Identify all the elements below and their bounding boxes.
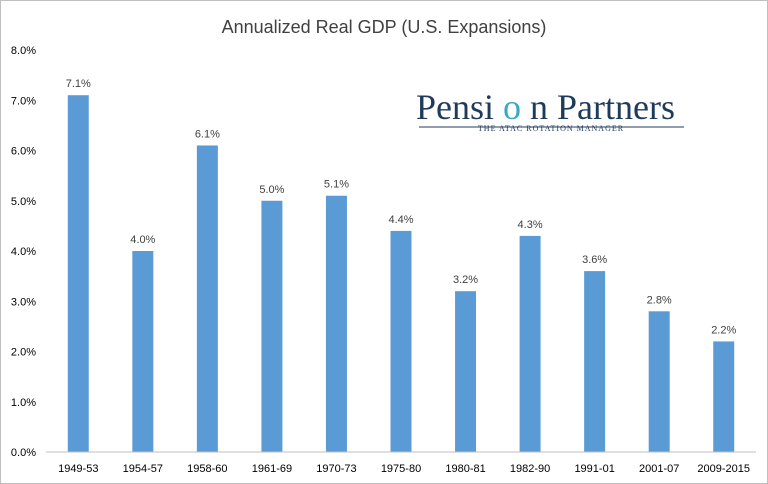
logo-wordmark: Pensi o n Partners — [416, 87, 675, 127]
data-label: 4.0% — [130, 234, 155, 246]
data-label: 3.2% — [453, 274, 478, 286]
data-label: 6.1% — [195, 128, 220, 140]
logo-tagline: THE ATAC ROTATION MANAGER — [478, 124, 624, 133]
y-tick-label: 5.0% — [11, 196, 36, 208]
x-tick-label: 2001-07 — [639, 463, 679, 475]
data-label: 5.0% — [259, 184, 284, 196]
y-axis: 0.0% 1.0% 2.0% 3.0% 4.0% 5.0% 6.0% 7.0% 8.0% — [11, 45, 36, 459]
data-label: 4.4% — [388, 214, 413, 226]
bars — [67, 95, 735, 452]
x-tick-label: 1958-60 — [187, 463, 227, 475]
data-label: 2.8% — [647, 294, 672, 306]
x-tick-label: 1954-57 — [123, 463, 163, 475]
bar — [196, 145, 218, 452]
bar — [519, 235, 541, 452]
y-tick-label: 1.0% — [11, 397, 36, 409]
bar — [67, 95, 89, 452]
x-tick-label: 1949-53 — [58, 463, 98, 475]
y-tick-label: 7.0% — [11, 95, 36, 107]
x-tick-label: 1991-01 — [574, 463, 614, 475]
y-tick-label: 8.0% — [11, 45, 36, 57]
y-tick-label: 4.0% — [11, 246, 36, 258]
bar — [261, 200, 283, 452]
x-tick-label: 1975-80 — [381, 463, 421, 475]
y-tick-label: 0.0% — [11, 447, 36, 459]
y-tick-label: 3.0% — [11, 296, 36, 308]
logo-wordmark-part1: Pensi — [416, 87, 494, 127]
bar — [713, 341, 735, 452]
data-labels: 7.1% 4.0% 6.1% 5.0% 5.1% 4.4% 3.2% 4.3% 3.6% 2.8%… — [66, 78, 737, 336]
y-tick-label: 2.0% — [11, 347, 36, 359]
data-label: 4.3% — [518, 219, 543, 231]
logo-o-glyph: o — [503, 87, 521, 127]
bar — [325, 195, 347, 452]
bar — [390, 230, 412, 452]
logo-wordmark-part2: n Partners — [530, 87, 675, 127]
x-tick-label: 1980-81 — [445, 463, 485, 475]
data-label: 5.1% — [324, 179, 349, 191]
bar — [455, 291, 477, 452]
data-label: 3.6% — [582, 254, 607, 266]
data-label: 2.2% — [711, 324, 736, 336]
x-tick-label: 2009-2015 — [697, 463, 750, 475]
x-tick-label: 1982-90 — [510, 463, 550, 475]
x-tick-label: 1961-69 — [252, 463, 292, 475]
pension-partners-logo: Pensi o n Partners THE ATAC ROTATION MAN… — [416, 87, 684, 133]
bar — [584, 271, 606, 452]
chart-title: Annualized Real GDP (U.S. Expansions) — [222, 17, 547, 37]
data-label: 7.1% — [66, 78, 91, 90]
y-tick-label: 6.0% — [11, 146, 36, 158]
bar — [132, 251, 154, 452]
x-axis: 1949-53 1954-57 1958-60 1961-69 1970-73 1975-… — [46, 451, 756, 475]
x-tick-label: 1970-73 — [316, 463, 356, 475]
bar — [648, 311, 670, 452]
